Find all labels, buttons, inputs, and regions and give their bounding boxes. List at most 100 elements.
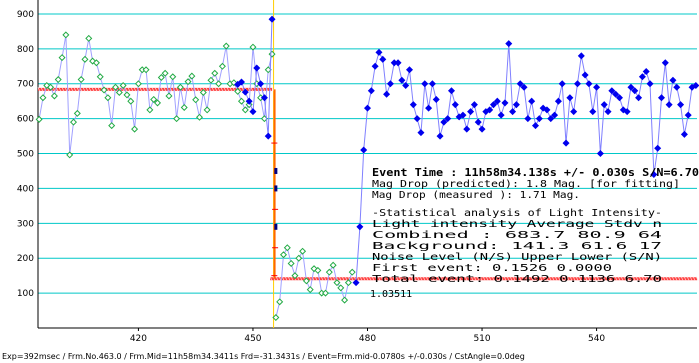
fit-hatch — [437, 276, 441, 281]
fit-hatch — [521, 276, 525, 281]
data-point — [295, 254, 303, 262]
data-point — [444, 115, 452, 123]
data-point — [486, 106, 494, 114]
fit-hatch — [287, 276, 291, 281]
fit-hatch — [491, 276, 495, 281]
series-line — [237, 19, 273, 137]
data-point — [657, 94, 665, 102]
data-point — [520, 83, 528, 91]
fit-hatch — [617, 276, 621, 281]
fit-hatch — [94, 87, 98, 92]
data-point — [237, 78, 246, 86]
data-point — [638, 73, 646, 81]
data-point — [287, 259, 295, 267]
data-point — [123, 91, 131, 99]
data-point — [203, 106, 211, 114]
data-point — [489, 101, 498, 109]
fit-hatch — [338, 276, 342, 281]
data-point — [684, 111, 692, 119]
light-intensity-header: Light intensity Average Stdv n — [372, 219, 662, 230]
fit-hatch — [377, 276, 381, 281]
fit-hatch — [332, 276, 336, 281]
fit-hatch — [593, 276, 597, 281]
fit-hatch — [380, 276, 384, 281]
fit-hatch — [124, 87, 128, 92]
data-point — [329, 261, 337, 269]
fit-hatch — [668, 276, 672, 281]
data-point — [432, 95, 440, 103]
data-point — [161, 69, 169, 77]
data-point — [528, 97, 536, 105]
fit-hatch — [187, 87, 191, 92]
fit-hatch — [425, 276, 429, 281]
fit-hatch — [431, 276, 435, 281]
fit-hatch — [320, 276, 324, 281]
data-point — [253, 64, 261, 72]
fit-hatch — [175, 87, 179, 92]
axes — [37, 0, 697, 331]
data-point — [333, 279, 341, 287]
exposure-footer: Exp=392msec / Frm.No.463.0 / Frm.Mid=11h… — [2, 352, 525, 361]
data-point — [367, 87, 375, 95]
data-point — [184, 78, 192, 86]
fit-hatch — [602, 276, 606, 281]
fit-hatch — [695, 276, 699, 281]
fit-hatch — [88, 87, 92, 92]
series-line — [355, 43, 697, 283]
fit-hatch — [518, 276, 522, 281]
data-point — [516, 80, 524, 88]
fit-hatch — [395, 276, 399, 281]
data-point — [661, 59, 669, 67]
fit-hatch — [650, 276, 654, 281]
fit-hatch — [623, 276, 627, 281]
data-point — [451, 101, 459, 109]
fit-hatch — [599, 276, 603, 281]
data-point — [593, 83, 601, 91]
fit-hatch — [614, 276, 618, 281]
fit-hatch — [542, 276, 546, 281]
fit-hatch — [587, 276, 591, 281]
fit-hatch — [386, 276, 390, 281]
data-point — [241, 88, 249, 96]
data-point — [249, 43, 257, 51]
data-point — [169, 73, 177, 81]
data-point — [363, 104, 372, 112]
fit-hatch — [680, 276, 684, 281]
fit-hatch — [308, 276, 312, 281]
first-event-row: First event: 0.1526 0.0000 — [372, 263, 612, 274]
fit-hatch — [368, 276, 372, 281]
fit-hatch — [533, 276, 537, 281]
data-point — [379, 55, 387, 63]
fit-hatch — [485, 276, 489, 281]
data-point — [337, 284, 345, 292]
fit-hatch — [443, 276, 447, 281]
fit-hatch — [530, 276, 534, 281]
fit-hatch — [76, 87, 80, 92]
data-point — [92, 59, 100, 67]
fit-hatch — [434, 276, 438, 281]
x-tick-label: 540 — [588, 334, 605, 344]
mag-drop-measured-text: Mag Drop (measured ): 1.71 Mag. — [372, 190, 580, 201]
blue-drop-marker — [274, 223, 278, 230]
data-point — [249, 108, 257, 116]
fit-hatch — [299, 276, 303, 281]
data-point — [509, 108, 517, 116]
fit-hatch — [344, 276, 348, 281]
data-point — [314, 266, 322, 274]
data-point — [215, 80, 223, 88]
data-point — [104, 94, 112, 102]
fit-hatch — [284, 276, 288, 281]
fit-hatch — [662, 276, 666, 281]
fit-hatch — [296, 276, 300, 281]
data-point — [325, 268, 333, 276]
data-point — [677, 101, 685, 109]
fit-hatch — [374, 276, 378, 281]
fit-hatch — [524, 276, 528, 281]
fit-hatch — [70, 87, 74, 92]
data-point — [474, 118, 482, 126]
data-point — [218, 62, 226, 70]
fit-hatch — [67, 87, 71, 92]
data-point — [257, 80, 265, 88]
fit-hatch — [647, 276, 651, 281]
data-point — [459, 111, 467, 119]
